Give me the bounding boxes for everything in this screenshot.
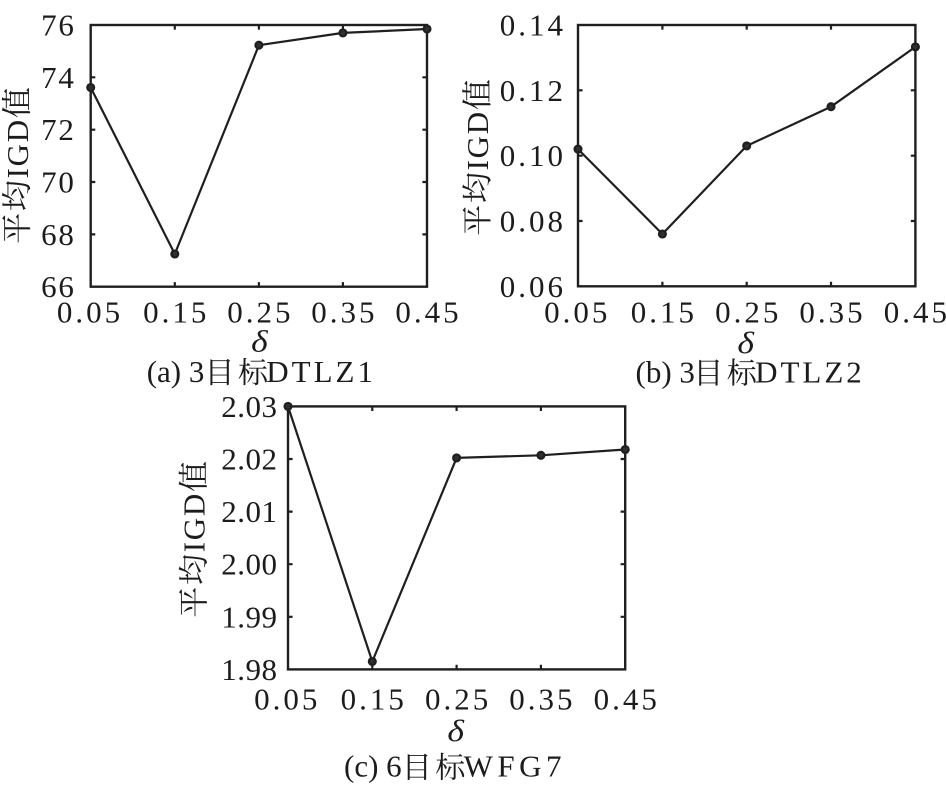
svg-text:0.45: 0.45 xyxy=(395,295,461,330)
svg-text:IGD: IGD xyxy=(460,110,495,170)
svg-text:0.14: 0.14 xyxy=(500,8,566,43)
svg-text:0.35: 0.35 xyxy=(311,295,377,330)
svg-text:2.03: 2.03 xyxy=(221,389,277,424)
svg-text:72: 72 xyxy=(41,112,76,147)
svg-text:0.45: 0.45 xyxy=(594,682,660,717)
svg-text:0.15: 0.15 xyxy=(341,682,407,717)
svg-text:0.06: 0.06 xyxy=(500,269,566,304)
svg-text:0.12: 0.12 xyxy=(500,73,566,108)
svg-text:δ: δ xyxy=(447,714,464,748)
svg-text:δ: δ xyxy=(251,324,268,358)
svg-text:δ: δ xyxy=(737,326,754,360)
svg-text:2.02: 2.02 xyxy=(221,442,277,477)
svg-text:68: 68 xyxy=(41,217,76,252)
svg-text:1.98: 1.98 xyxy=(221,652,277,687)
svg-text:DTLZ1: DTLZ1 xyxy=(266,354,376,389)
svg-text:0.08: 0.08 xyxy=(500,203,566,238)
svg-text:66: 66 xyxy=(41,269,76,304)
svg-text:IGD: IGD xyxy=(0,118,35,178)
svg-text:0.05: 0.05 xyxy=(254,682,320,717)
svg-text:1.99: 1.99 xyxy=(221,599,277,634)
svg-text:0.10: 0.10 xyxy=(500,138,566,173)
svg-text:76: 76 xyxy=(41,8,76,43)
svg-text:0.25: 0.25 xyxy=(715,295,781,330)
svg-text:IGD: IGD xyxy=(177,492,212,552)
svg-text:70: 70 xyxy=(41,165,76,200)
svg-text:0.35: 0.35 xyxy=(509,682,575,717)
svg-text:WFG7: WFG7 xyxy=(464,749,566,784)
svg-text:0.45: 0.45 xyxy=(884,295,946,330)
svg-text:2.00: 2.00 xyxy=(221,547,277,582)
svg-text:(a) 3: (a) 3 xyxy=(147,354,205,389)
svg-text:(c) 6: (c) 6 xyxy=(344,749,402,784)
svg-text:0.15: 0.15 xyxy=(143,295,209,330)
svg-text:0.35: 0.35 xyxy=(799,295,865,330)
svg-text:0.25: 0.25 xyxy=(227,295,293,330)
svg-text:DTLZ2: DTLZ2 xyxy=(755,354,865,389)
svg-text:74: 74 xyxy=(41,60,76,95)
svg-text:(b) 3: (b) 3 xyxy=(636,354,695,389)
svg-text:0.15: 0.15 xyxy=(631,295,697,330)
svg-text:0.05: 0.05 xyxy=(544,295,610,330)
svg-text:0.25: 0.25 xyxy=(425,682,491,717)
svg-text:0.05: 0.05 xyxy=(57,295,123,330)
svg-text:2.01: 2.01 xyxy=(221,494,277,529)
